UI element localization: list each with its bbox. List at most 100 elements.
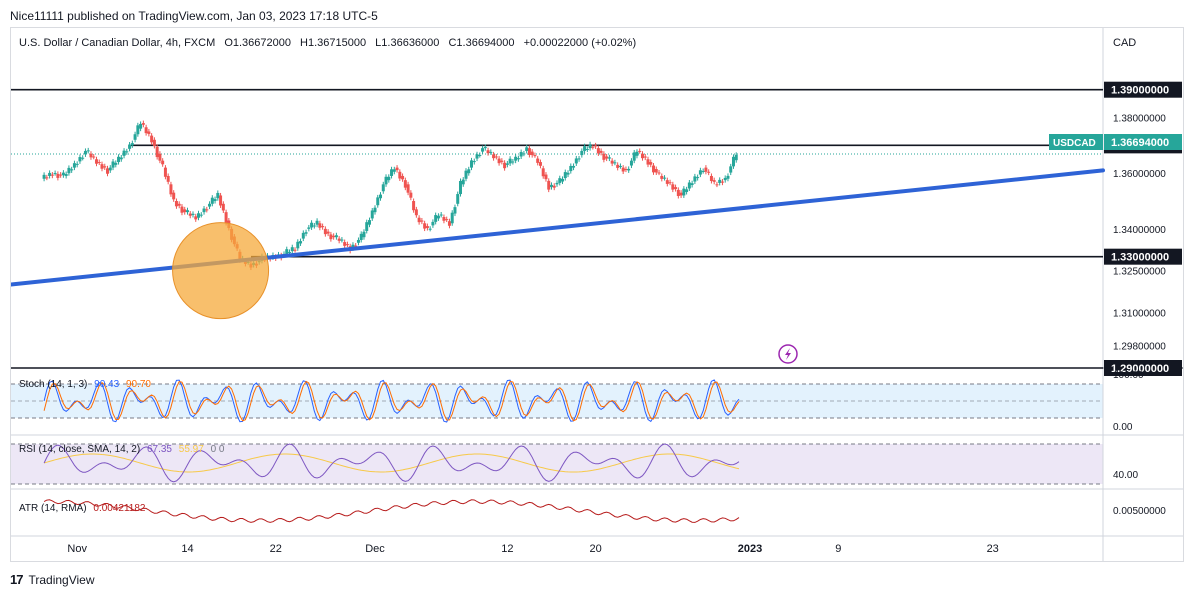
candle-body xyxy=(48,172,52,176)
y-tick-label: 1.38000000 xyxy=(1113,114,1166,125)
level-tag-bg xyxy=(1104,360,1182,376)
atr-legend: ATR (14, RMA) 0.00421182 xyxy=(19,503,146,514)
candle-body xyxy=(635,151,639,156)
candle-body xyxy=(202,208,206,213)
chart-canvas[interactable]: U.S. Dollar / Canadian Dollar, 4h, FXCM … xyxy=(9,28,1183,561)
candle-body xyxy=(56,173,60,178)
candle-body xyxy=(191,213,195,215)
candle-body xyxy=(555,182,559,185)
level-tag-label: 1.29000000 xyxy=(1111,363,1169,375)
candle-body xyxy=(704,167,708,172)
x-tick-label: 2023 xyxy=(738,543,762,555)
candle-body xyxy=(83,150,87,155)
candle-body xyxy=(161,160,165,165)
x-tick-label: 14 xyxy=(181,543,193,555)
candle-body xyxy=(174,201,178,207)
candle-body xyxy=(668,182,672,184)
tradingview-logo-icon: 17 xyxy=(10,572,24,587)
candle-body xyxy=(508,158,512,164)
candle-body xyxy=(299,241,303,244)
candle-body xyxy=(486,150,490,154)
tradingview-brand[interactable]: 17 TradingView xyxy=(10,572,95,587)
candle-body xyxy=(533,155,537,157)
candle-body xyxy=(467,169,471,174)
candle-body xyxy=(72,163,76,168)
candle-body xyxy=(216,192,220,199)
candle-body xyxy=(185,210,189,213)
candle-body xyxy=(351,244,355,249)
candle-body xyxy=(163,167,167,177)
candle-body xyxy=(166,175,170,182)
candle-body xyxy=(516,158,520,160)
candle-body xyxy=(304,232,308,234)
candle-body xyxy=(293,249,297,251)
x-tick-label: Dec xyxy=(365,543,385,555)
candle-body xyxy=(125,151,129,153)
candle-body xyxy=(643,156,647,158)
y-tick-label: 1.29800000 xyxy=(1113,342,1166,353)
candle-body xyxy=(412,201,416,211)
candle-body xyxy=(693,176,697,182)
candle-body xyxy=(574,158,578,164)
candle-body xyxy=(130,143,134,146)
candle-body xyxy=(583,146,587,151)
candle-body xyxy=(133,134,137,140)
candle-body xyxy=(563,172,567,179)
candle-body xyxy=(552,185,556,188)
candle-body xyxy=(679,192,683,196)
candle-body xyxy=(696,177,700,179)
candle-body xyxy=(425,226,429,229)
candle-body xyxy=(594,145,598,147)
candle-body xyxy=(288,251,292,253)
candle-body xyxy=(376,197,380,206)
time-axis-ticks: Nov 14 22 Dec 12 20 2023 9 23 xyxy=(67,543,998,555)
candle-body xyxy=(585,148,589,150)
candle-body xyxy=(470,160,474,168)
x-tick-label: 22 xyxy=(270,543,282,555)
stoch-level-100: 100.00 xyxy=(1113,370,1144,381)
candle-body xyxy=(566,172,570,175)
candle-body xyxy=(478,154,482,156)
candle-body xyxy=(494,156,498,158)
candle-body xyxy=(290,247,294,252)
candle-body xyxy=(503,162,507,169)
atr-line xyxy=(43,499,740,523)
candle-body xyxy=(640,153,644,159)
candle-body xyxy=(423,223,427,229)
level-tag-bg xyxy=(1104,248,1182,265)
candle-body xyxy=(715,184,719,186)
candle-body xyxy=(605,156,609,159)
candle-body xyxy=(381,184,385,192)
candle-body xyxy=(172,192,176,200)
candle-body xyxy=(194,216,198,220)
candle-body xyxy=(718,179,722,183)
candle-body xyxy=(329,234,333,240)
candle-body xyxy=(144,127,148,134)
candle-body xyxy=(687,182,691,189)
lightning-icon[interactable] xyxy=(778,344,798,364)
candle-body xyxy=(731,156,735,167)
candle-body xyxy=(497,158,501,164)
stoch-level-0: 0.00 xyxy=(1113,422,1133,433)
candle-body xyxy=(53,173,57,175)
candle-body xyxy=(629,160,633,166)
candle-body xyxy=(343,242,347,246)
candle-body xyxy=(527,148,531,155)
candle-body xyxy=(674,187,678,190)
candle-body xyxy=(122,150,126,156)
candle-body xyxy=(89,153,93,158)
currency-label: CAD xyxy=(1113,37,1136,49)
x-tick-label: 23 xyxy=(987,543,999,555)
candle-body xyxy=(445,219,449,221)
candle-body xyxy=(45,177,49,179)
candle-body xyxy=(97,162,101,164)
candle-body xyxy=(224,212,228,224)
candle-body xyxy=(81,157,85,159)
candle-body xyxy=(536,158,540,163)
stoch-k-line xyxy=(43,379,740,423)
candle-body xyxy=(136,125,140,135)
candle-body xyxy=(569,165,573,172)
candle-body xyxy=(541,168,545,177)
candle-body xyxy=(616,164,620,168)
candle-body xyxy=(219,195,223,206)
